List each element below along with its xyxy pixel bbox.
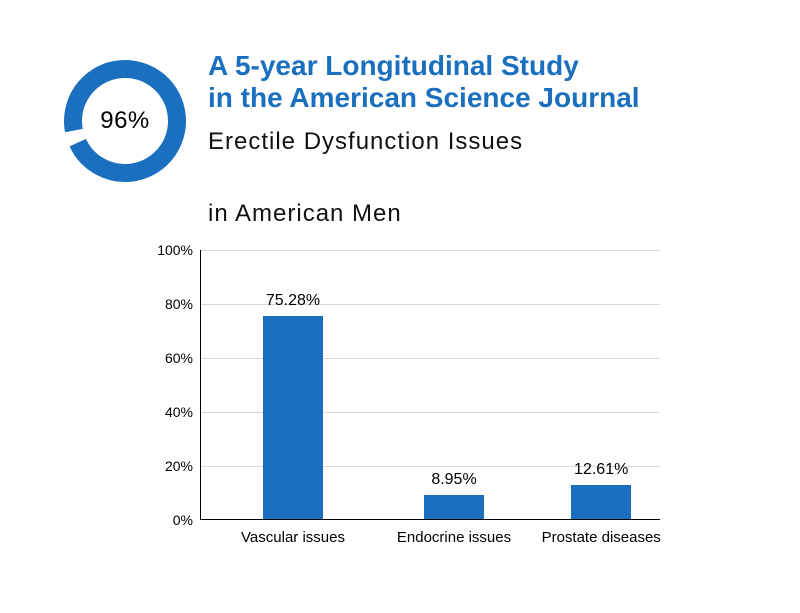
title-line-2: in the American Science Journal: [208, 82, 640, 113]
subtitle-line-2: in American Men: [208, 200, 402, 227]
bar: 12.61%: [571, 485, 631, 519]
gridline: [201, 250, 660, 251]
bar: 8.95%: [424, 495, 484, 519]
title-line-1: A 5-year Longitudinal Study: [208, 50, 579, 81]
main-title: A 5-year Longitudinal Study in the Ameri…: [208, 50, 760, 114]
x-category-label: Vascular issues: [241, 519, 345, 546]
y-tick-label: 80%: [165, 296, 201, 312]
subtitle-line-1: Erectile Dysfunction Issues: [208, 128, 523, 155]
header-row: 96% A 5-year Longitudinal Study in the A…: [60, 50, 760, 232]
x-category-label: Endocrine issues: [397, 519, 511, 546]
bar-chart-plot: 0%20%40%60%80%100%75.28%Vascular issues8…: [200, 250, 660, 520]
y-tick-label: 20%: [165, 458, 201, 474]
bar-value-label: 12.61%: [574, 461, 628, 485]
bar-value-label: 8.95%: [431, 471, 476, 495]
bar-value-label: 75.28%: [266, 292, 320, 316]
x-category-label: Prostate diseases: [542, 519, 661, 546]
bar: 75.28%: [263, 316, 323, 519]
title-block: A 5-year Longitudinal Study in the Ameri…: [208, 50, 760, 232]
y-tick-label: 60%: [165, 350, 201, 366]
y-tick-label: 40%: [165, 404, 201, 420]
subtitle: Erectile Dysfunction Issues in American …: [208, 124, 760, 232]
y-tick-label: 100%: [157, 242, 201, 258]
donut-value-label: 96%: [100, 107, 150, 135]
donut-chart: 96%: [60, 56, 190, 186]
bar-chart: 0%20%40%60%80%100%75.28%Vascular issues8…: [140, 240, 680, 580]
y-tick-label: 0%: [173, 512, 201, 528]
